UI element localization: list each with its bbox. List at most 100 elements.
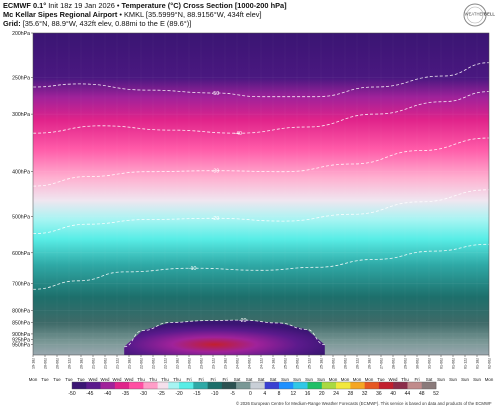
x-time-label: 21-06z [104,358,108,369]
colorbar-tick-label: 36 [376,391,382,397]
y-tick-label: 700hPa [12,282,30,288]
x-time-label: 01-06z [452,358,456,369]
colorbar-tick-label: -50 [68,391,75,397]
isotherm-line [33,189,489,234]
x-time-label: 24-06z [248,358,252,369]
x-time-label: 20-18z [80,358,84,369]
colorbar-segment [168,382,180,389]
colorbar-segment [407,382,423,389]
x-day-label: Thu [137,377,145,382]
x-time-label: 23-06z [200,358,204,369]
colorbar-tick-label: -15 [193,391,200,397]
isotherm-label: -20 [212,216,220,222]
y-tick-label: 500hPa [12,214,30,220]
colorbar-tick-label: -20 [175,391,182,397]
x-day-label: Sat [270,377,277,382]
x-time-label: 20-12z [68,358,72,369]
colorbar-segment [393,382,408,389]
isotherm-line [33,91,489,134]
x-time-label: 24-12z [260,358,264,369]
colorbar-segment [321,382,337,389]
x-time-label: 26-06z [344,358,348,369]
x-time-label: 23-00z [188,358,192,369]
x-time-label: 25-18z [320,358,324,369]
x-day-label: Fri [210,377,215,382]
chart-header: ECMWF 0.1° Init 18z 19 Jan 2026 • Temper… [3,1,443,29]
colorbar-tick-label: -30 [140,391,147,397]
y-tick-label: 400hPa [12,170,30,176]
x-time-label: 21-12z [116,358,120,369]
x-time-label: 21-18z [128,358,132,369]
colorbar-segment [86,382,101,389]
x-day-label: Sun [305,377,313,382]
colorbar-frame [71,381,437,390]
colorbar-tick-label: 44 [405,391,411,397]
x-day-label: Sat [246,377,253,382]
x-day-label: Wed [113,377,123,382]
x-day-label: Thu [149,377,157,382]
x-time-label: 20-00z [44,358,48,369]
y-tick-label: 800hPa [12,308,30,314]
copyright-footer: © 2026 European Centre for Medium-Range … [236,401,492,406]
x-day-label: Mon [365,377,374,382]
colorbar-tick-label: -25 [158,391,165,397]
x-time-label: 24-18z [272,358,276,369]
isotherm-line [33,243,489,290]
x-day-label: Sat [234,377,241,382]
x-time-label: 26-18z [368,358,372,369]
station-name: Mc Kellar Sipes Regional Airport [3,10,118,20]
x-day-label: Tue [377,377,385,382]
colorbar-tick-label: -45 [86,391,93,397]
x-time-label: 28-00z [392,358,396,369]
y-tick-label: 600hPa [12,251,30,257]
x-day-label: Sun [473,377,481,382]
x-time-label: 25-12z [308,358,312,369]
y-tick-label: 200hPa [12,31,30,37]
colorbar-tick-label: 24 [333,391,339,397]
colorbar-tick-label: 40 [390,391,396,397]
colorbar-tick-label: 12 [290,391,296,397]
colorbar-segment [129,382,144,389]
x-day-label: Mon [353,377,362,382]
logo-text-weather: WEATHER [465,12,486,17]
x-time-label: 31-00z [428,358,432,369]
colorbar-segment [421,382,437,389]
colorbar-tick-label: -10 [211,391,218,397]
x-day-label: Sun [461,377,469,382]
x-day-label: Sun [437,377,445,382]
colorbar-segment [378,382,394,389]
colorbar-segment [114,382,130,389]
x-day-label: Sun [317,377,325,382]
y-tick-label: 250hPa [12,76,30,82]
colorbar-segment [250,382,265,389]
x-day-label: Sat [426,377,433,382]
colorbar-segment [336,382,351,389]
init-time: Init 18z 19 Jan 2026 • [46,1,122,10]
colorbar-tick-label: 28 [348,391,354,397]
x-time-label: 23-12z [212,358,216,369]
x-time-label: 22-00z [140,358,144,369]
colorbar-tick-label: 32 [362,391,368,397]
x-time-label: 29-00z [404,358,408,369]
x-time-label: 30-00z [416,358,420,369]
colorbar-segment [364,382,380,389]
x-time-label: 26-12z [356,358,360,369]
model-name: ECMWF 0.1° [3,1,47,10]
x-time-label: 22-18z [176,358,180,369]
header-line-1: ECMWF 0.1° Init 18z 19 Jan 2026 • Temper… [3,1,443,10]
x-day-label: Mon [329,377,338,382]
colorbar-tick-label: 16 [305,391,311,397]
header-line-2: Mc Kellar Sipes Regional Airport • KMKL … [3,10,443,19]
x-time-label: 01-00z [440,358,444,369]
x-day-label: Wed [389,377,399,382]
x-day-label: Sun [293,377,301,382]
station-info: • KMKL [35.5999°N, 88.9156°W, 434ft elev… [117,10,262,20]
colorbar-segment [236,382,251,389]
isotherm-line [33,62,489,98]
colorbar-tick-label: 48 [419,391,425,397]
colorbar-segment [307,382,323,389]
isotherm-label: -30 [212,168,220,174]
colorbar-tick-label: 4 [263,391,266,397]
x-day-label: Wed [101,377,111,382]
colorbar-segment [100,382,116,389]
